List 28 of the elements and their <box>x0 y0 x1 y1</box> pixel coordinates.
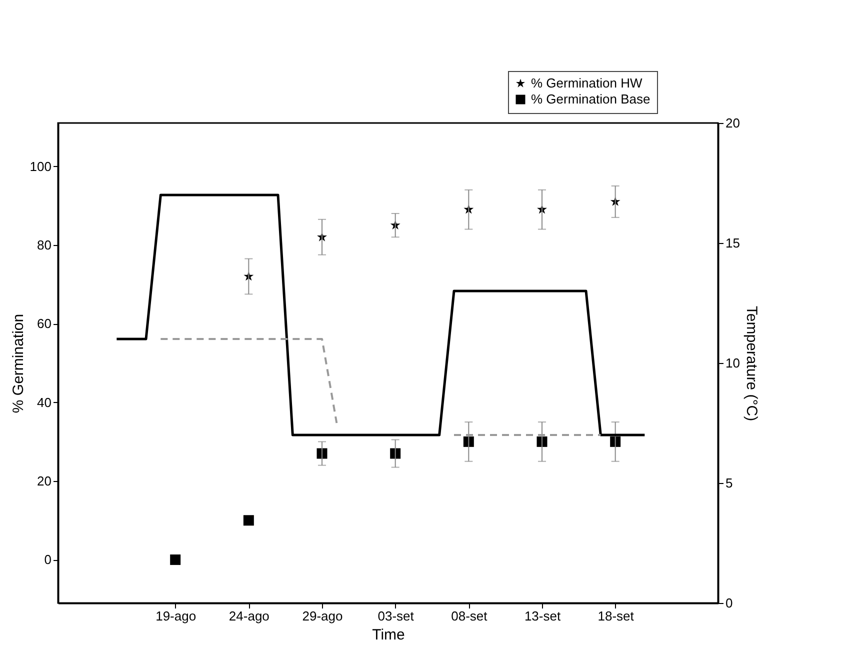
y-tick-label: 100 <box>30 158 52 174</box>
y2-tick-label: 20 <box>726 116 740 130</box>
y-axis-title: % Germination <box>10 314 27 414</box>
y-tick-label: 20 <box>37 474 52 489</box>
point <box>170 554 181 565</box>
x-tick-label: 19-ago <box>156 608 196 624</box>
point <box>390 448 401 459</box>
x-tick-label: 08-set <box>451 608 488 624</box>
x-tick-label: 29-ago <box>302 608 343 624</box>
y2-tick-label: 15 <box>726 236 740 250</box>
legend-label: % Germination HW <box>531 76 643 90</box>
y-tick-label: 60 <box>37 316 52 332</box>
x-tick-label: 03-set <box>378 608 414 624</box>
point <box>463 436 474 447</box>
y-tick-label: 40 <box>37 394 52 410</box>
x-tick-label: 18-set <box>598 608 634 624</box>
y-tick-label: 80 <box>37 237 52 252</box>
y2-tick-label: 10 <box>726 356 740 370</box>
y2-axis-title: Temperature (°C) <box>742 306 760 422</box>
x-axis-title: Time <box>372 626 405 644</box>
y-tick-label: 0 <box>44 552 52 568</box>
y2-tick-label: 5 <box>726 476 733 490</box>
legend-label: % Germination Base <box>531 92 650 106</box>
y2-tick-label: 0 <box>726 596 733 610</box>
x-tick-label: 13-set <box>524 608 561 624</box>
x-tick-label: 24-ago <box>228 608 270 624</box>
point <box>610 436 621 447</box>
point <box>243 515 254 526</box>
